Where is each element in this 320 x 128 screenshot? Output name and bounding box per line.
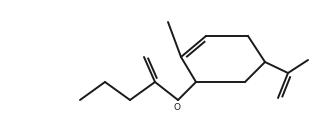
Text: O: O: [173, 103, 180, 111]
